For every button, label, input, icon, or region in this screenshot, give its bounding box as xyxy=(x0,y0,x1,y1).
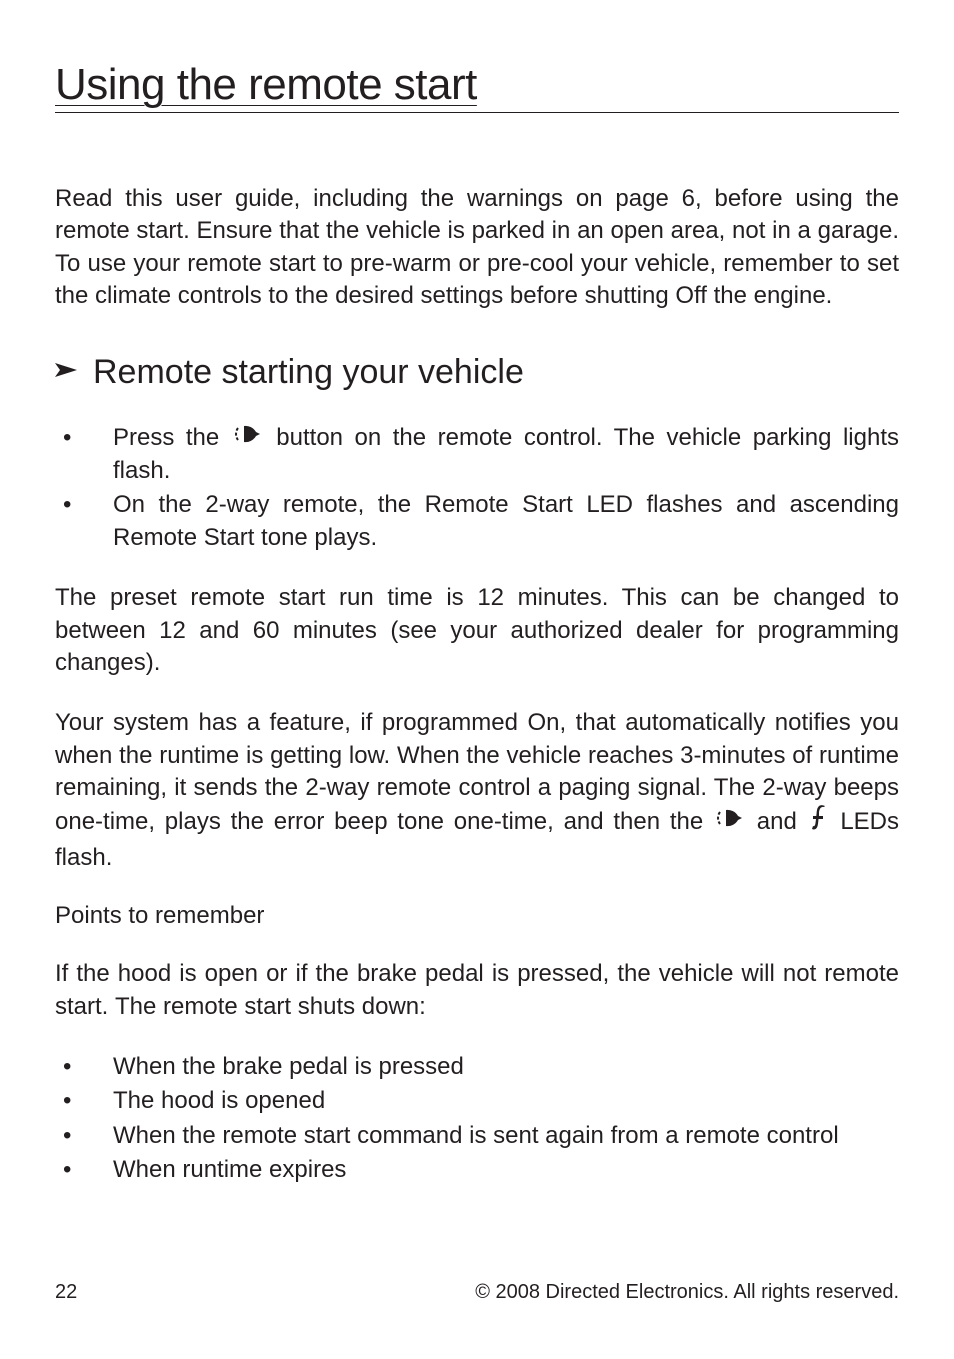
notify-paragraph: Your system has a feature, if programmed… xyxy=(55,707,899,874)
list-item: On the 2-way remote, the Remote Start LE… xyxy=(55,489,899,554)
points-subheading: Points to remember xyxy=(55,902,899,930)
procedure-list: Press the button on the remote control. … xyxy=(55,422,899,555)
function-icon xyxy=(810,804,828,841)
points-intro: If the hood is open or if the brake peda… xyxy=(55,958,899,1023)
bullet1-prefix: Press the xyxy=(113,424,231,451)
list-item: When runtime expires xyxy=(55,1154,899,1186)
list-item: The hood is opened xyxy=(55,1085,899,1117)
copyright-text: © 2008 Directed Electronics. All rights … xyxy=(475,1281,899,1304)
remote-start-icon xyxy=(234,422,262,455)
remote-start-icon xyxy=(716,806,744,839)
intro-paragraph: Read this user guide, including the warn… xyxy=(55,183,899,313)
list-item: Press the button on the remote control. … xyxy=(55,422,899,488)
page-footer: 22 © 2008 Directed Electronics. All righ… xyxy=(55,1281,899,1304)
para2-mid: and xyxy=(747,809,807,836)
arrow-right-icon xyxy=(55,360,81,385)
page-title: Using the remote start xyxy=(55,60,899,113)
list-item: When the brake pedal is pressed xyxy=(55,1051,899,1083)
section-heading: Remote starting your vehicle xyxy=(55,353,899,392)
points-intro-bold: The remote start shuts down: xyxy=(115,993,426,1020)
section-heading-text: Remote starting your vehicle xyxy=(93,353,524,392)
page-number: 22 xyxy=(55,1281,77,1304)
list-item: When the remote start command is sent ag… xyxy=(55,1120,899,1152)
shutdown-list: When the brake pedal is pressed The hood… xyxy=(55,1051,899,1187)
runtime-paragraph: The preset remote start run time is 12 m… xyxy=(55,582,899,679)
